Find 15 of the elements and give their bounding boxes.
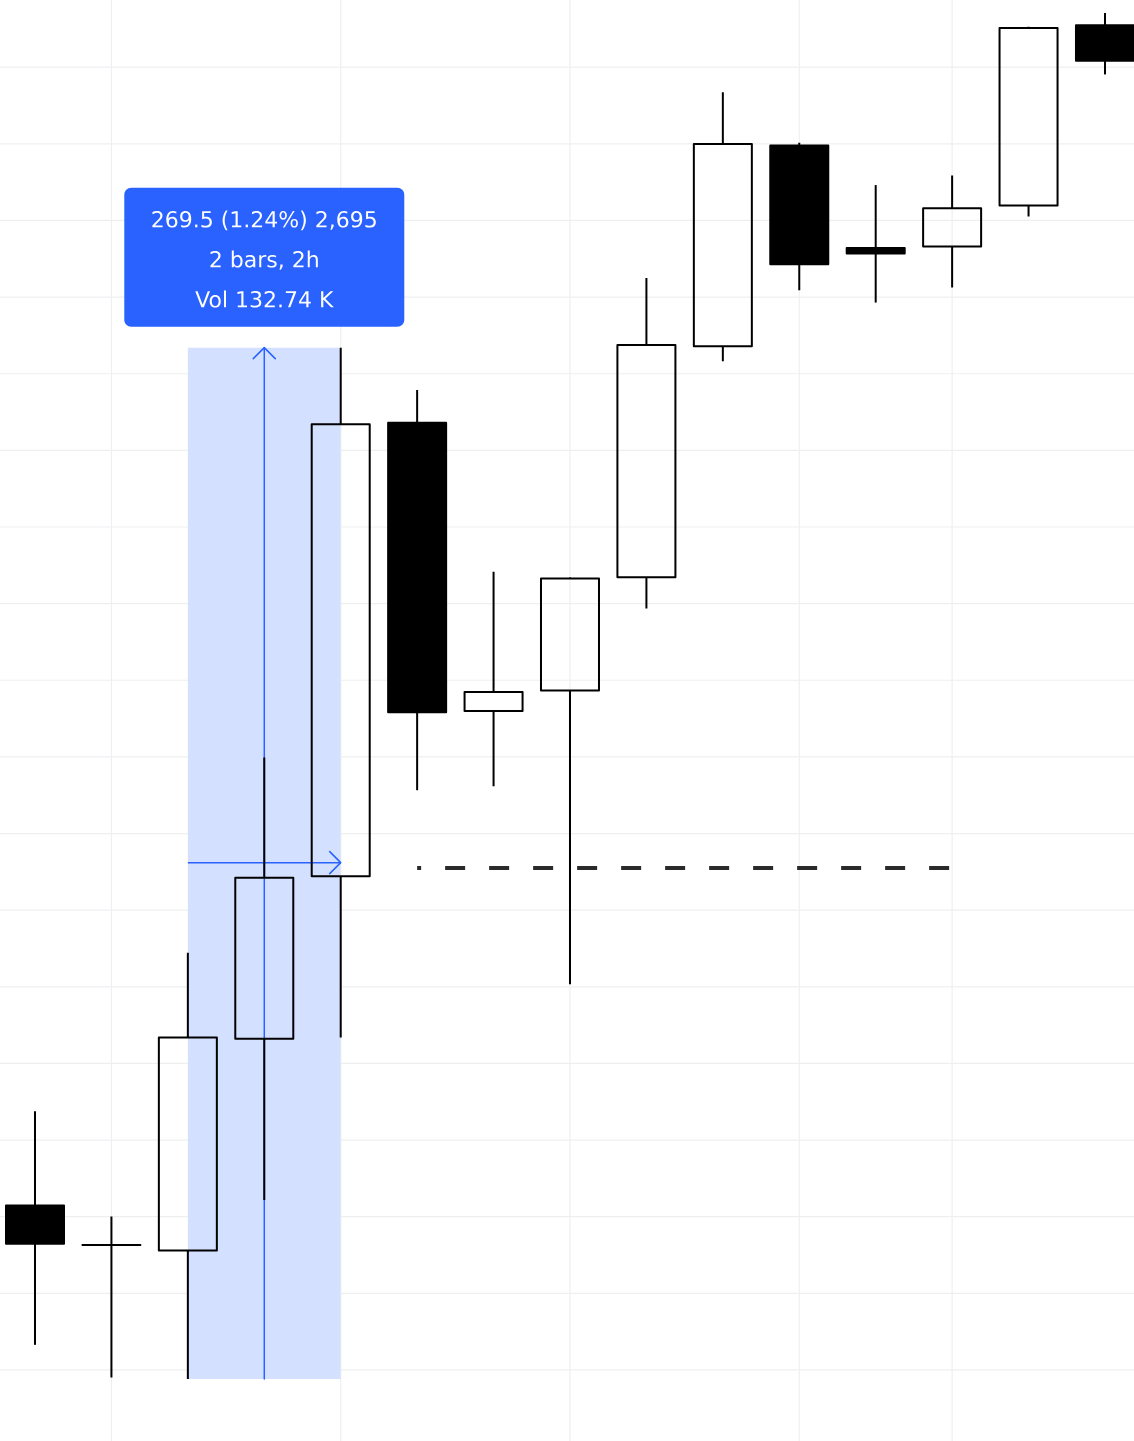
candlestick: [81, 1215, 142, 1379]
candlestick: [5, 1110, 65, 1346]
candlestick: [157, 951, 218, 1380]
candlestick: [616, 276, 677, 610]
candlestick: [463, 570, 524, 788]
candlestick: [845, 184, 906, 304]
candlestick: [922, 174, 983, 289]
candlestick: [387, 388, 448, 792]
annotation: Vol 132.74 K: [195, 290, 334, 308]
annotation: 269.5 (1.24%) 2,695: [152, 210, 376, 231]
candlestick: [310, 346, 371, 1039]
candlestick: [539, 576, 600, 986]
annotation: 2 bars, 2h: [210, 250, 318, 270]
candlestick: [998, 25, 1059, 218]
candlestick: [692, 91, 753, 363]
